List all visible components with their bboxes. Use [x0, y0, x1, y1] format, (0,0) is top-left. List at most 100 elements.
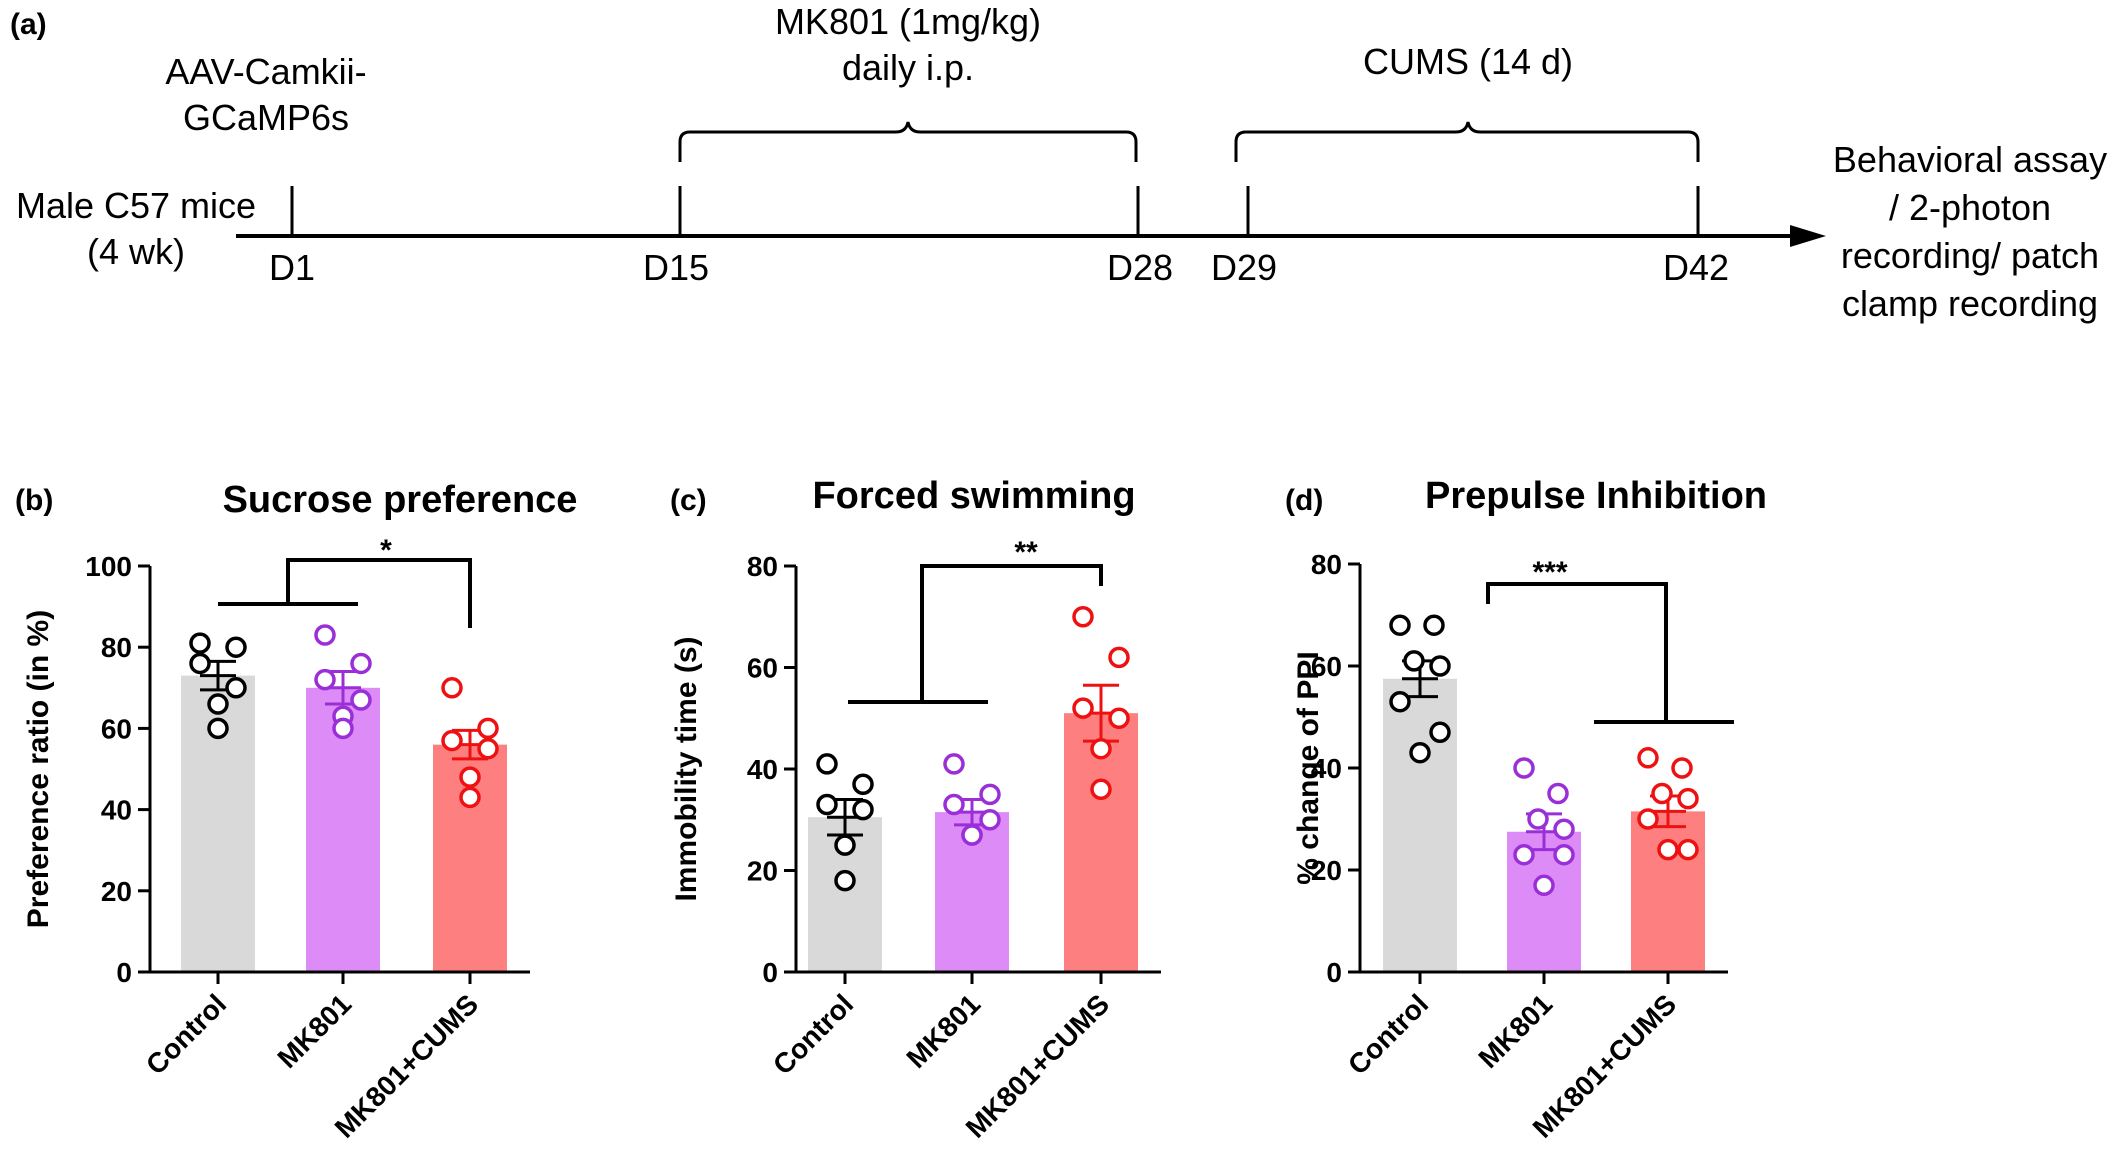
data-point	[1637, 747, 1659, 769]
x-tick-label: MK801	[1472, 988, 1558, 1074]
timeline-end-label-1: Behavioral assay	[1833, 139, 2107, 180]
data-point	[441, 729, 463, 752]
timeline-cums-label: CUMS (14 d)	[1363, 41, 1573, 82]
data-point	[1677, 838, 1699, 861]
data-point	[1090, 778, 1112, 801]
timeline-day-d28: D28	[1107, 247, 1173, 288]
cums-brace	[1234, 121, 1700, 162]
y-tick-label: 60	[747, 653, 778, 684]
data-point	[1108, 646, 1130, 669]
data-point	[1423, 614, 1445, 636]
data-point	[1513, 757, 1535, 779]
data-point	[1677, 787, 1699, 810]
chart-prepulse-inhibition: (d) Prepulse Inhibition % change of PPI 0 20…	[1285, 475, 1767, 1144]
y-tick-label: 80	[747, 551, 778, 582]
y-tick-label: 100	[85, 551, 132, 582]
y-tick-label: 40	[747, 754, 778, 785]
mk801-brace	[678, 121, 1138, 162]
data-point	[852, 798, 874, 821]
timeline-day-d15: D15	[643, 247, 709, 288]
data-point	[225, 677, 247, 699]
data-point	[189, 632, 211, 654]
chart-title: Sucrose preference	[223, 479, 578, 521]
timeline-mk801-label-2: daily i.p.	[842, 47, 974, 88]
data-point	[207, 693, 229, 715]
data-point	[1513, 843, 1535, 866]
y-tick-label: 40	[1311, 753, 1342, 784]
x-tick-label: Control	[1342, 988, 1434, 1080]
timeline-mk801-label: MK801 (1mg/kg)	[775, 1, 1041, 42]
y-axis-label: Immobility time (s)	[670, 636, 703, 901]
y-tick-label: 40	[101, 795, 132, 826]
data-point	[1429, 655, 1451, 677]
data-point	[943, 753, 965, 775]
data-point	[1389, 614, 1411, 636]
panel-label: (c)	[670, 484, 707, 517]
y-tick-label: 60	[101, 713, 132, 744]
data-point	[1072, 606, 1094, 628]
data-point	[1657, 838, 1679, 861]
timeline-panel: (a) D1 D15 D28 D29 D42 Male C57 mice (4 …	[10, 1, 2107, 324]
timeline-end-label-3: recording/ patch	[1841, 235, 2099, 276]
timeline-aav-label: AAV-Camkii-	[165, 51, 366, 92]
y-axis-label: Preference ratio (in %)	[22, 610, 55, 928]
data-point	[459, 766, 481, 788]
data-point	[459, 786, 481, 809]
y-tick-label: 0	[762, 957, 778, 988]
x-tick-label: Control	[767, 988, 859, 1080]
data-point	[1533, 874, 1555, 897]
timeline-arrowhead	[1790, 225, 1826, 247]
data-point	[1651, 782, 1673, 805]
sig-bracket	[1486, 582, 1668, 722]
bar-control	[1383, 678, 1457, 972]
x-tick-label: Control	[140, 988, 232, 1080]
data-point	[816, 793, 838, 816]
sig-bracket	[286, 558, 472, 628]
data-point	[207, 717, 229, 740]
timeline-aav-label-2: GCaMP6s	[183, 97, 349, 138]
data-point	[1429, 721, 1451, 744]
data-point	[477, 737, 499, 760]
y-tick-label: 80	[1311, 549, 1342, 580]
x-tick-label: MK801	[900, 988, 986, 1074]
data-point	[961, 824, 983, 846]
data-point	[979, 809, 1001, 831]
data-point	[1527, 808, 1549, 830]
data-point	[1090, 737, 1112, 760]
data-point	[350, 689, 372, 711]
data-point	[1072, 697, 1094, 719]
chart-sucrose-preference: (b) Sucrose preference Preference ratio (i…	[15, 479, 577, 1144]
timeline-start-age: (4 wk)	[87, 231, 185, 272]
chart-forced-swimming: (c) Forced swimming Immobility time (s) 0 20…	[670, 475, 1161, 1144]
data-point	[1547, 782, 1569, 805]
chart-title: Prepulse Inhibition	[1425, 475, 1767, 517]
data-point	[1553, 843, 1575, 866]
y-tick-label: 20	[1311, 855, 1342, 886]
panel-label-a: (a)	[10, 8, 47, 41]
timeline-day-d42: D42	[1663, 247, 1729, 288]
data-point	[225, 636, 247, 658]
data-point	[314, 624, 336, 646]
data-point	[852, 773, 874, 795]
data-point	[189, 652, 211, 675]
data-point	[1409, 741, 1431, 764]
timeline-end-label-2: / 2-photon	[1889, 187, 2051, 228]
timeline-day-d29: D29	[1211, 247, 1277, 288]
y-tick-label: 80	[101, 632, 132, 663]
x-tick-label: MK801	[271, 988, 357, 1074]
sig-bracket	[920, 564, 1103, 702]
y-tick-label: 0	[1326, 957, 1342, 988]
significance-marker: *	[380, 534, 392, 567]
data-point	[979, 783, 1001, 806]
panel-label: (b)	[15, 484, 53, 517]
data-point	[1108, 707, 1130, 729]
y-axis-label: % change of PPI	[1292, 651, 1325, 884]
bar-mk801-cums	[1631, 811, 1705, 972]
panel-label: (d)	[1285, 484, 1323, 517]
data-point	[332, 717, 354, 740]
data-point	[1671, 757, 1693, 779]
data-point	[1403, 650, 1425, 672]
timeline-start-label: Male C57 mice	[16, 185, 256, 226]
data-point	[1553, 818, 1575, 840]
